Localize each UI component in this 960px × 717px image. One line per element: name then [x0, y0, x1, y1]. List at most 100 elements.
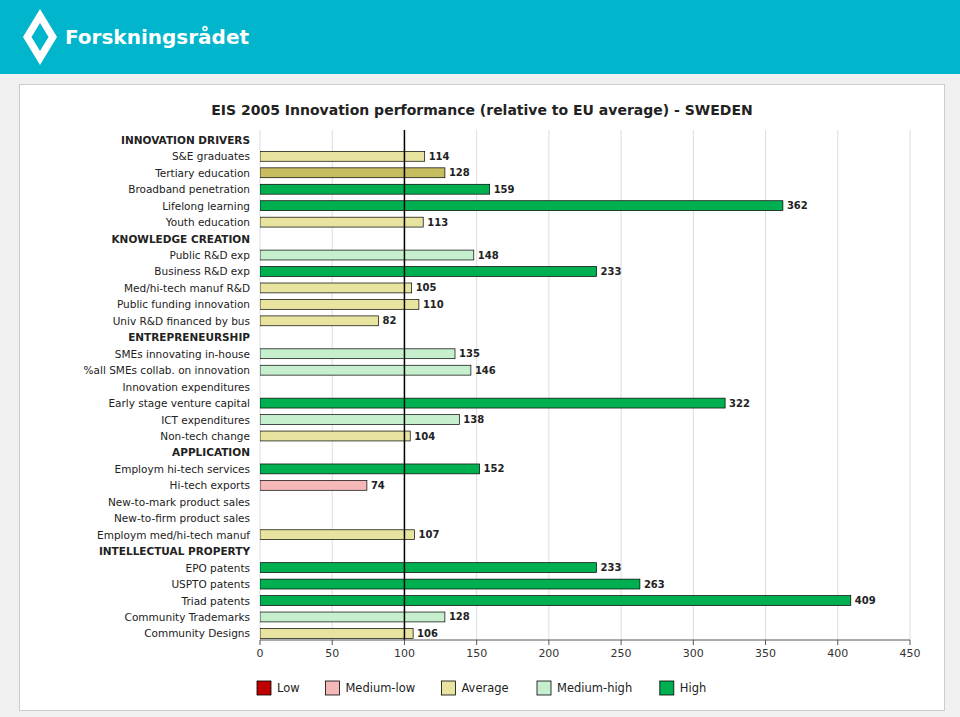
bar — [260, 267, 597, 277]
data-label: 107 — [419, 529, 440, 540]
category-label: USPTO patents — [171, 578, 250, 590]
bar — [260, 316, 378, 326]
legend-label: High — [680, 681, 706, 695]
tick-label: 50 — [325, 647, 339, 660]
bar — [260, 151, 425, 161]
category-label: Triad patents — [181, 595, 250, 607]
category-label: Public R&D exp — [170, 249, 251, 261]
labels: INNOVATION DRIVERS114S&E graduates128Ter… — [84, 134, 876, 640]
category-label: Lifelong learning — [162, 200, 250, 212]
bars — [260, 151, 851, 638]
category-label: Employm med/hi-tech manuf — [97, 529, 250, 541]
data-label: 233 — [601, 562, 622, 573]
tick — [910, 640, 911, 645]
bar — [260, 349, 455, 359]
data-label: 128 — [449, 167, 470, 178]
tick-label: 300 — [683, 647, 704, 660]
bar — [260, 431, 410, 441]
bar — [260, 398, 725, 408]
bar — [260, 283, 412, 293]
grid-line — [837, 130, 838, 640]
legend-swatch — [537, 681, 551, 695]
data-label: 104 — [414, 431, 435, 442]
tick — [837, 640, 838, 645]
header — [0, 0, 960, 74]
category-label: Early stage venture capital — [108, 397, 250, 409]
category-label: SMEs innovating in-house — [115, 348, 250, 360]
section-label: INTELLECTUAL PROPERTY — [99, 545, 250, 557]
header-text: Forskningsrådet — [65, 25, 249, 49]
bar — [260, 563, 597, 573]
category-label: Non-tech change — [160, 430, 250, 442]
category-label: ICT expenditures — [161, 414, 250, 426]
data-label: 110 — [423, 299, 444, 310]
legend-label: Average — [461, 681, 508, 695]
tick-label: 350 — [755, 647, 776, 660]
bar — [260, 299, 419, 309]
data-label: 82 — [382, 315, 396, 326]
section-label: INNOVATION DRIVERS — [121, 134, 250, 146]
bar — [260, 184, 490, 194]
bar — [260, 530, 415, 540]
reference-line — [404, 130, 406, 640]
category-label: Community Trademarks — [125, 611, 250, 623]
bar — [260, 480, 367, 490]
tick-label: 250 — [611, 647, 632, 660]
category-label: Broadband penetration — [128, 183, 250, 195]
data-label: 128 — [449, 611, 470, 622]
tick — [260, 640, 261, 645]
tick — [332, 640, 333, 645]
logo-cutout — [32, 23, 49, 51]
category-label: Business R&D exp — [154, 265, 250, 277]
category-label: EPO patents — [186, 562, 251, 574]
data-label: 322 — [729, 398, 750, 409]
bar — [260, 464, 480, 474]
bar — [260, 168, 445, 178]
data-label: 113 — [427, 217, 448, 228]
tick — [693, 640, 694, 645]
category-label: %all SMEs collab. on innovation — [84, 364, 250, 376]
data-label: 146 — [475, 365, 496, 376]
tick-label: 0 — [257, 647, 264, 660]
category-label: Univ R&D financed by bus — [113, 315, 250, 327]
category-label: New-to-mark product sales — [108, 496, 250, 508]
category-label: Med/hi-tech manuf R&D — [124, 282, 250, 294]
legend-swatch — [257, 681, 271, 695]
tick-label: 400 — [827, 647, 848, 660]
tick-label: 200 — [538, 647, 559, 660]
tick — [548, 640, 549, 645]
data-label: 138 — [463, 414, 484, 425]
data-label: 74 — [371, 480, 385, 491]
bar — [260, 612, 445, 622]
category-label: New-to-firm product sales — [114, 512, 250, 524]
tick-label: 150 — [466, 647, 487, 660]
data-label: 159 — [494, 184, 515, 195]
background — [0, 0, 960, 717]
data-label: 152 — [484, 463, 505, 474]
legend-swatch — [660, 681, 674, 695]
bar — [260, 596, 851, 606]
legend-label: Medium-high — [557, 681, 632, 695]
tick — [621, 640, 622, 645]
data-label: 105 — [416, 282, 437, 293]
card — [20, 85, 945, 711]
data-label: 106 — [417, 628, 438, 639]
bar — [260, 365, 471, 375]
title: EIS 2005 Innovation performance (relativ… — [211, 102, 752, 118]
section-label: KNOWLEDGE CREATION — [111, 233, 250, 245]
category-label: Innovation expenditures — [122, 381, 250, 393]
data-label: 409 — [855, 595, 876, 606]
data-label: 148 — [478, 250, 499, 261]
grid-line — [910, 130, 911, 640]
grid — [260, 130, 910, 640]
grid-line — [404, 130, 405, 640]
category-label: Youth education — [165, 216, 250, 228]
bar — [260, 628, 413, 638]
legend-swatch — [325, 681, 339, 695]
category-label: Tertiary education — [154, 167, 250, 179]
chart: Forskningsrådet EIS 2005 Innovation perfo… — [0, 0, 960, 717]
tick — [404, 640, 405, 645]
data-label: 135 — [459, 348, 480, 359]
logo — [23, 9, 57, 65]
category-label: Public funding innovation — [117, 298, 250, 310]
